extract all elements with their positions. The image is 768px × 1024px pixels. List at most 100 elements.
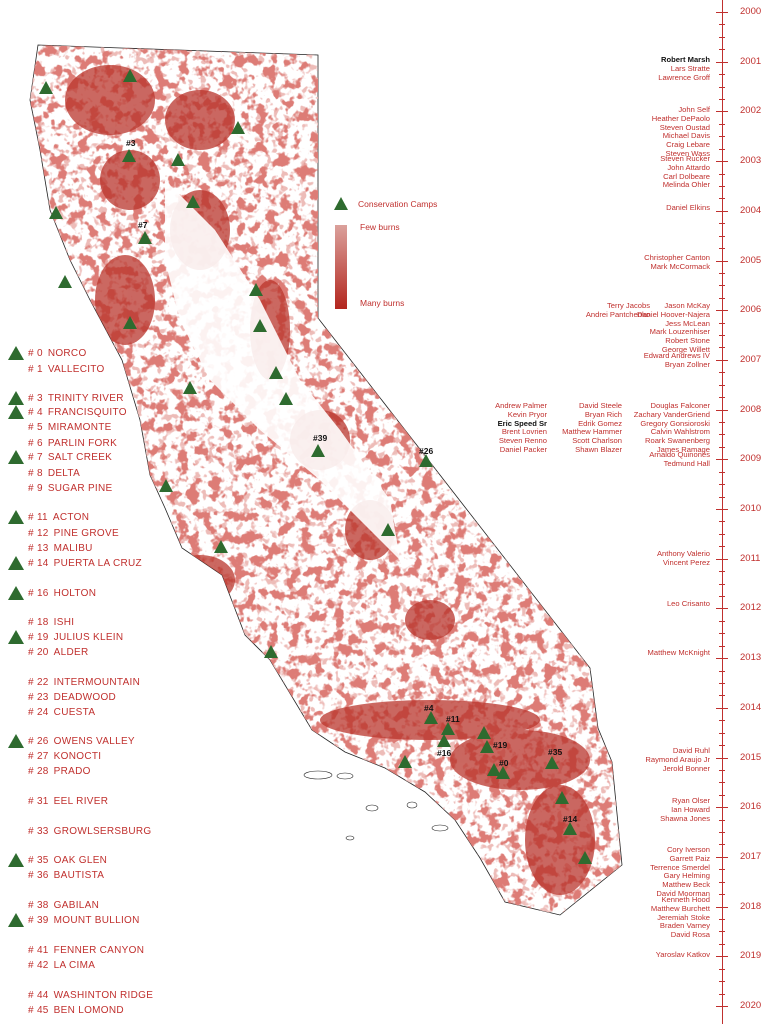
- camp-marker-icon: [8, 405, 24, 419]
- name-group: Jason McKay Daniel Hoover-Najera Jess McLe…: [637, 301, 710, 355]
- camp-marker-icon: [8, 690, 24, 704]
- camp-name: INTERMOUNTAIN: [53, 676, 141, 688]
- camp-map-marker: [183, 381, 197, 394]
- minor-tick: [719, 782, 725, 784]
- minor-tick: [719, 881, 725, 883]
- year-label: 2000: [740, 6, 762, 17]
- year-tick: [716, 61, 728, 63]
- camp-list-item: # 28 PRADO: [8, 764, 91, 778]
- firefighter-name: Anthony Valerio: [656, 549, 710, 558]
- minor-tick: [719, 335, 725, 337]
- legend-camps-label: Conservation Camps: [358, 199, 438, 209]
- camp-map-marker: [545, 756, 559, 769]
- minor-tick: [719, 223, 725, 225]
- camp-marker-icon: [8, 794, 24, 808]
- camp-marker-icon: [8, 913, 24, 927]
- camp-name: PRADO: [53, 765, 91, 777]
- minor-tick: [719, 521, 725, 523]
- firefighter-name: Braden Varney: [659, 921, 710, 931]
- legend-camp-icon: [334, 197, 348, 210]
- camp-marker-icon: [8, 853, 24, 867]
- year-label: 2002: [740, 105, 762, 117]
- camp-marker-icon: [8, 868, 24, 882]
- camp-name: KONOCTI: [53, 750, 102, 762]
- minor-tick: [719, 670, 725, 672]
- camp-number: # 42: [28, 959, 49, 971]
- camp-map-marker: [496, 766, 510, 779]
- year-label: 2008: [740, 403, 762, 415]
- camp-map-marker: [122, 149, 136, 162]
- firefighter-name: Kevin Pryor: [507, 409, 547, 419]
- firefighter-name: Steven Rucker: [660, 154, 710, 163]
- year-label: 2009: [740, 453, 762, 465]
- camp-list-item: # 41 FENNER CANYON: [8, 943, 144, 957]
- minor-tick: [719, 981, 725, 983]
- camp-map-marker: [231, 121, 245, 134]
- camp-list-item: # 1 VALLECITO: [8, 362, 105, 376]
- camp-map-marker: [477, 726, 491, 739]
- camp-map-marker: [214, 540, 228, 553]
- channel-islands: [303, 770, 449, 841]
- legend-many-label: Many burns: [360, 298, 405, 308]
- camp-number: # 18: [28, 616, 49, 628]
- camp-map-marker: [578, 851, 592, 864]
- firefighter-name: Bryan Rich: [584, 409, 622, 419]
- camp-list-item: # 12 PINE GROVE: [8, 526, 119, 540]
- camp-name: FENNER CANYON: [53, 944, 145, 956]
- name-group: Matthew McKnight: [648, 648, 710, 658]
- camp-number: # 31: [28, 795, 49, 807]
- central-valley: [165, 180, 400, 560]
- year-tick: [716, 1006, 728, 1007]
- firefighter-name: Mark McCormack: [650, 261, 711, 271]
- camp-marker-icon: [8, 1003, 24, 1017]
- minor-tick: [719, 645, 725, 647]
- camp-list-item: # 7 SALT CREEK: [8, 450, 112, 464]
- camp-name: DELTA: [47, 467, 81, 479]
- camp-number: # 1: [28, 363, 43, 375]
- camp-list-item: # 31 EEL RIVER: [8, 794, 108, 808]
- firefighter-name: Terry Jacobs: [606, 301, 650, 310]
- minor-tick: [719, 496, 725, 498]
- minor-tick: [719, 185, 725, 187]
- firefighter-name: Steven Oustad: [659, 122, 710, 132]
- minor-tick: [719, 583, 725, 585]
- year-tick: [716, 757, 728, 759]
- firefighter-name: Yaroslav Katkov: [655, 950, 710, 959]
- firefighter-name: Arnaldo Quinones: [649, 450, 710, 459]
- firefighter-name: Shawna Jones: [660, 813, 710, 823]
- camp-number: # 8: [28, 467, 43, 479]
- camp-number: # 20: [28, 646, 49, 658]
- minor-tick: [719, 272, 725, 274]
- camp-list-item: # 13 MALIBU: [8, 541, 93, 555]
- camp-number: # 33: [28, 825, 49, 837]
- camp-name: TRINITY RIVER: [47, 392, 124, 404]
- firefighter-name: Jason McKay: [664, 301, 710, 310]
- firefighter-name: Zachary VanderGriend: [633, 409, 710, 419]
- minor-tick: [719, 434, 725, 436]
- minor-tick: [719, 136, 725, 138]
- camp-marker-icon: [8, 450, 24, 464]
- name-group: Ryan Olser Ian Howard Shawna Jones: [660, 796, 710, 823]
- firefighter-name: Jeremiah Stoke: [657, 912, 710, 922]
- camp-marker-icon: [8, 615, 24, 629]
- firefighter-name: David Ruhl: [672, 746, 710, 755]
- camp-list-item: # 9 SUGAR PINE: [8, 481, 113, 495]
- camp-number: # 14: [28, 557, 49, 569]
- camp-name: BAUTISTA: [53, 869, 105, 881]
- camp-map-marker: [138, 231, 152, 244]
- camp-name: PINE GROVE: [53, 527, 119, 539]
- camp-marker-icon: [8, 705, 24, 719]
- minor-tick: [719, 968, 725, 970]
- camp-name: LA CIMA: [53, 959, 96, 971]
- minor-tick: [719, 682, 725, 684]
- minor-tick: [719, 446, 725, 448]
- firefighter-name: Roark Swanenberg: [644, 436, 710, 446]
- camp-marker-icon: [8, 346, 24, 360]
- year-label: 2012: [740, 602, 762, 614]
- year-label: 2020: [740, 1000, 762, 1011]
- camp-map-marker: [441, 722, 455, 735]
- minor-tick: [719, 894, 725, 896]
- firefighter-name: Steven Renno: [498, 436, 547, 446]
- camp-number: # 26: [28, 735, 49, 747]
- minor-tick: [719, 74, 725, 76]
